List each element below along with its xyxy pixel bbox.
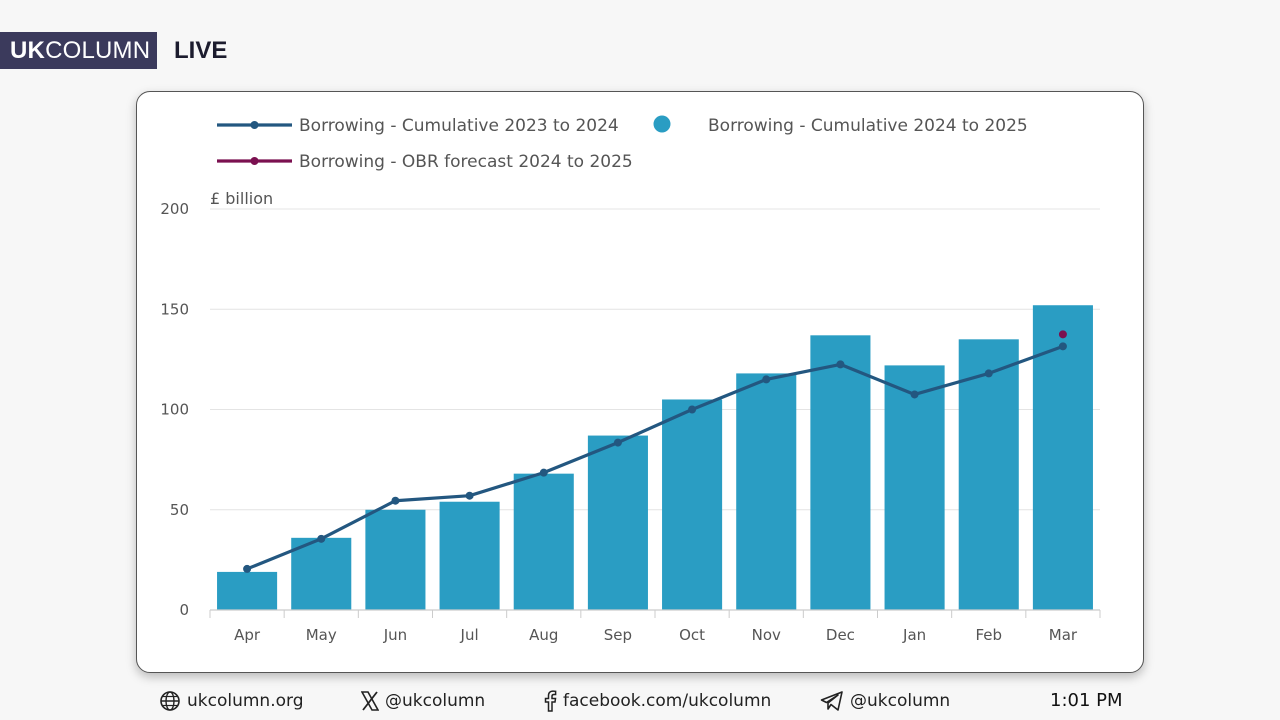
x-tick-label: Nov xyxy=(752,626,781,644)
legend-label-obr: Borrowing - OBR forecast 2024 to 2025 xyxy=(299,152,633,172)
clock-time: 1:01 PM xyxy=(1050,690,1123,711)
bar-nov xyxy=(736,373,797,610)
y-tick-label: 150 xyxy=(160,300,189,318)
line-point-sep xyxy=(613,438,622,447)
y-tick-label: 50 xyxy=(170,501,189,519)
y-tick-label: 0 xyxy=(179,601,189,619)
chart-card: 0 50 100 150 200 £ billion Apr May Jun Jul Aug Sep O… xyxy=(136,91,1144,673)
x-handle-label: @ukcolumn xyxy=(385,691,486,711)
logo-text-bold: UK xyxy=(10,36,46,64)
live-badge: LIVE xyxy=(174,37,228,64)
legend-label-2023: Borrowing - Cumulative 2023 to 2024 xyxy=(299,116,619,136)
website-label: ukcolumn.org xyxy=(187,691,304,711)
y-tick-label: 200 xyxy=(160,200,189,218)
logo-text-rest: COLUMN xyxy=(45,36,151,64)
x-tick-label: Oct xyxy=(679,626,705,644)
line-point-aug xyxy=(539,468,548,477)
x-tick-label: Jan xyxy=(902,626,926,644)
facebook-label: facebook.com/ukcolumn xyxy=(563,691,772,711)
x-logo-icon xyxy=(361,691,379,711)
x-tick-label: Jul xyxy=(460,626,479,644)
footer-telegram[interactable]: @ukcolumn xyxy=(820,688,950,714)
bar-sep xyxy=(587,435,648,610)
legend-label-2024: Borrowing - Cumulative 2024 to 2025 xyxy=(708,116,1028,136)
bar-jun xyxy=(365,509,426,610)
facebook-icon xyxy=(544,690,557,712)
obr-forecast-point xyxy=(1058,330,1067,339)
x-tick-label: Mar xyxy=(1049,626,1078,644)
line-point-apr xyxy=(243,564,252,573)
line-point-dec xyxy=(836,360,845,369)
bar-feb xyxy=(958,339,1019,610)
y-axis-unit-label: £ billion xyxy=(210,189,273,208)
line-point-nov xyxy=(762,375,771,384)
borrowing-chart: 0 50 100 150 200 £ billion Apr May Jun Jul Aug Sep O… xyxy=(160,115,1101,644)
line-cumulative-2023-2024 xyxy=(246,344,1064,571)
bar-jan xyxy=(884,365,945,610)
x-tick-label: Feb xyxy=(975,626,1002,644)
bar-dec xyxy=(810,335,871,610)
footer-facebook[interactable]: facebook.com/ukcolumn xyxy=(543,688,771,714)
legend-line-marker-obr xyxy=(250,157,259,165)
x-tick-label: May xyxy=(306,626,337,644)
line-point-jul xyxy=(465,491,474,500)
bar-jul xyxy=(439,501,500,610)
legend-dot-swatch-2024 xyxy=(653,115,671,133)
footer-x-handle[interactable]: @ukcolumn xyxy=(361,688,485,714)
x-tick-label: Sep xyxy=(604,626,632,644)
x-tick-label: Aug xyxy=(529,626,558,644)
bar-oct xyxy=(662,399,723,610)
line-point-jun xyxy=(391,496,400,505)
bar-apr xyxy=(217,571,278,610)
line-point-feb xyxy=(984,369,993,378)
legend-line-marker-2023 xyxy=(250,121,259,129)
bar-mar xyxy=(1032,305,1093,610)
telegram-icon xyxy=(820,691,843,711)
y-tick-label: 100 xyxy=(160,401,189,419)
line-point-jan xyxy=(910,390,919,399)
telegram-label: @ukcolumn xyxy=(850,691,951,711)
x-tick-label: Dec xyxy=(826,626,855,644)
globe-icon xyxy=(160,691,180,711)
x-tick-label: Jun xyxy=(383,626,407,644)
line-point-mar xyxy=(1058,342,1067,351)
bar-aug xyxy=(513,473,574,610)
line-point-oct xyxy=(688,405,697,414)
line-point-may xyxy=(317,534,326,543)
footer-website[interactable]: ukcolumn.org xyxy=(159,688,304,714)
x-tick-label: Apr xyxy=(234,626,261,644)
ukcolumn-logo: UK COLUMN xyxy=(0,32,157,69)
bar-may xyxy=(291,537,352,610)
